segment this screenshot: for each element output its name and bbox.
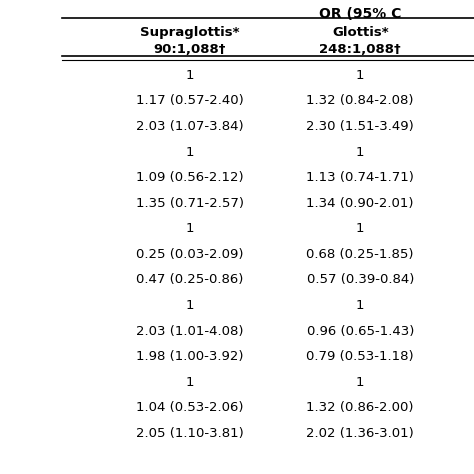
Text: 2.30 (1.51-3.49): 2.30 (1.51-3.49) [306, 120, 414, 133]
Text: 1: 1 [185, 376, 194, 389]
Text: 1.32 (0.84-2.08): 1.32 (0.84-2.08) [307, 94, 414, 107]
Text: 1.35 (0.71-2.57): 1.35 (0.71-2.57) [136, 197, 244, 210]
Text: 2.05 (1.10-3.81): 2.05 (1.10-3.81) [136, 427, 244, 440]
Text: 0.68 (0.25-1.85): 0.68 (0.25-1.85) [307, 248, 414, 261]
Text: 1.32 (0.86-2.00): 1.32 (0.86-2.00) [307, 401, 414, 414]
Text: 1.98 (1.00-3.92): 1.98 (1.00-3.92) [136, 350, 243, 363]
Text: 0.57 (0.39-0.84): 0.57 (0.39-0.84) [307, 273, 414, 286]
Text: 1.17 (0.57-2.40): 1.17 (0.57-2.40) [136, 94, 244, 107]
Text: OR (95% C: OR (95% C [319, 7, 401, 21]
Text: 1: 1 [185, 69, 194, 82]
Text: 0.47 (0.25-0.86): 0.47 (0.25-0.86) [136, 273, 243, 286]
Text: 0.96 (0.65-1.43): 0.96 (0.65-1.43) [307, 325, 414, 337]
Text: 1.04 (0.53-2.06): 1.04 (0.53-2.06) [136, 401, 243, 414]
Text: 1: 1 [356, 146, 365, 158]
Text: 1: 1 [185, 222, 194, 235]
Text: 1: 1 [356, 299, 365, 312]
Text: 1: 1 [356, 376, 365, 389]
Text: 1: 1 [356, 69, 365, 82]
Text: 1: 1 [185, 299, 194, 312]
Text: 1: 1 [356, 222, 365, 235]
Text: 1.09 (0.56-2.12): 1.09 (0.56-2.12) [136, 171, 244, 184]
Text: 1: 1 [185, 146, 194, 158]
Text: 90:1,088†: 90:1,088† [154, 43, 226, 55]
Text: 1.13 (0.74-1.71): 1.13 (0.74-1.71) [306, 171, 414, 184]
Text: 0.25 (0.03-2.09): 0.25 (0.03-2.09) [136, 248, 243, 261]
Text: 1.34 (0.90-2.01): 1.34 (0.90-2.01) [307, 197, 414, 210]
Text: 2.03 (1.01-4.08): 2.03 (1.01-4.08) [136, 325, 243, 337]
Text: 0.79 (0.53-1.18): 0.79 (0.53-1.18) [306, 350, 414, 363]
Text: 2.02 (1.36-3.01): 2.02 (1.36-3.01) [306, 427, 414, 440]
Text: Supraglottis*: Supraglottis* [140, 26, 239, 39]
Text: 2.03 (1.07-3.84): 2.03 (1.07-3.84) [136, 120, 244, 133]
Text: 248:1,088†: 248:1,088† [319, 43, 401, 55]
Text: Glottis*: Glottis* [332, 26, 389, 39]
